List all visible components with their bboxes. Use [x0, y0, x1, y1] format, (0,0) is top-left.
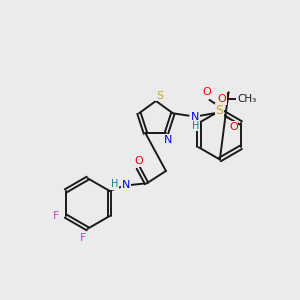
Text: O: O: [134, 156, 143, 167]
Text: N: N: [122, 180, 130, 190]
Text: O: O: [218, 94, 226, 104]
Text: S: S: [156, 91, 163, 100]
Text: H: H: [192, 121, 200, 131]
Text: F: F: [80, 233, 86, 243]
Text: S: S: [216, 104, 224, 117]
Text: O: O: [229, 122, 238, 132]
Text: H: H: [111, 179, 118, 189]
Text: N: N: [191, 112, 200, 122]
Text: F: F: [53, 211, 59, 221]
Text: O: O: [203, 87, 212, 97]
Text: N: N: [164, 135, 172, 145]
Text: CH₃: CH₃: [237, 94, 256, 104]
